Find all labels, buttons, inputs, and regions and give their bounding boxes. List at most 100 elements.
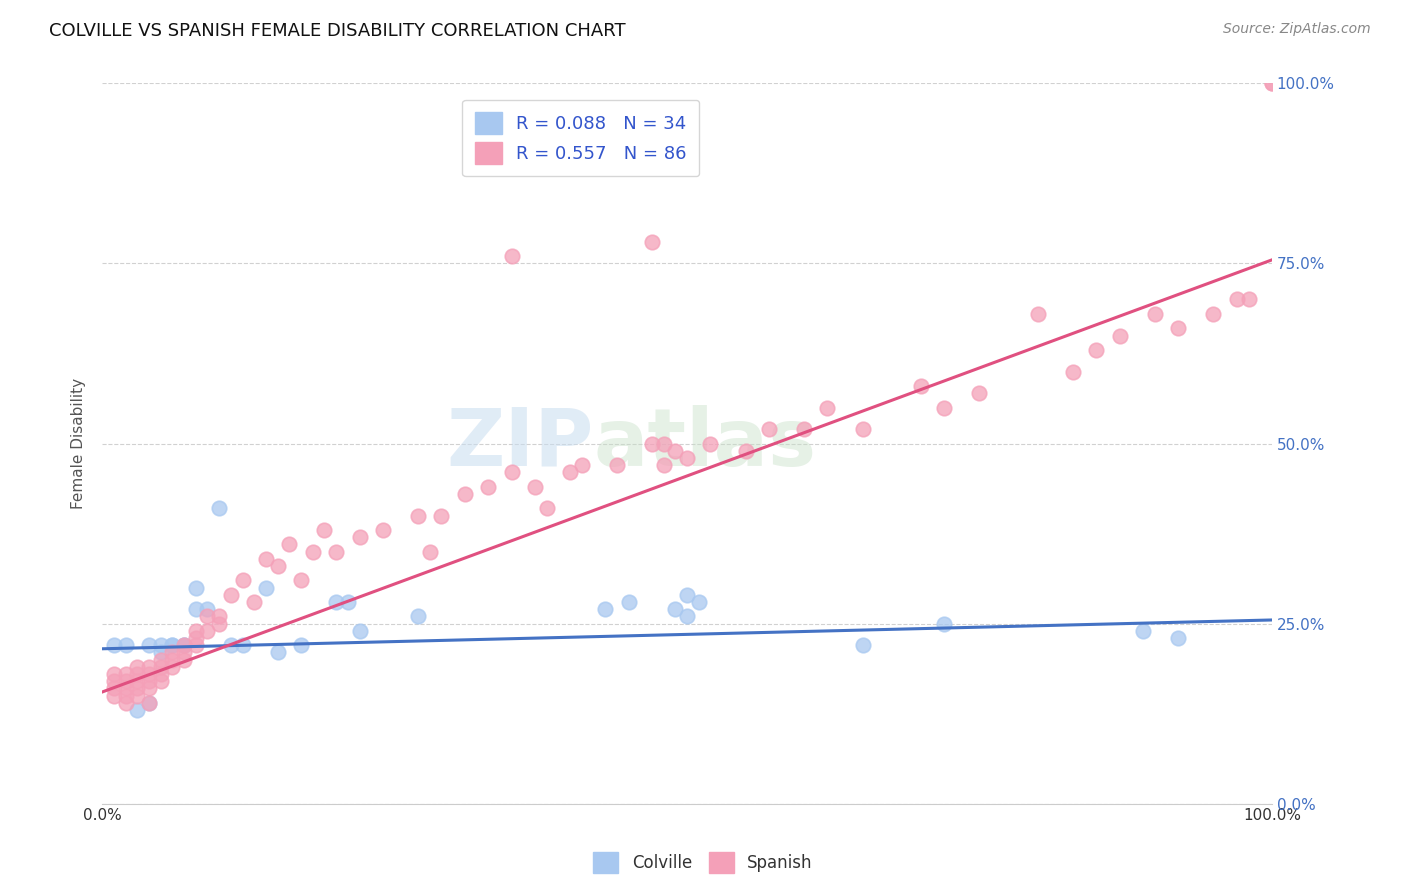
Point (197, 624, 219, 638)
Point (301, 544, 323, 558)
Point (290, 574, 312, 588)
Point (103, 638, 125, 652)
Point (103, 681, 125, 696)
Point (103, 667, 125, 681)
Point (524, 480, 547, 494)
Point (1237, 293, 1260, 307)
Point (162, 660, 184, 674)
Point (430, 508, 453, 523)
Point (758, 422, 780, 436)
Point (103, 689, 125, 703)
Point (219, 638, 242, 652)
Point (208, 501, 231, 516)
Point (197, 609, 219, 624)
Point (184, 631, 207, 645)
Point (558, 466, 581, 480)
Point (1261, 77, 1284, 91)
Text: COLVILLE VS SPANISH FEMALE DISABILITY CORRELATION CHART: COLVILLE VS SPANISH FEMALE DISABILITY CO… (49, 22, 626, 40)
Point (114, 689, 136, 703)
Point (290, 638, 312, 652)
Point (184, 602, 207, 616)
Point (501, 466, 523, 480)
Point (1261, 77, 1284, 91)
Point (676, 588, 699, 602)
Point (173, 638, 195, 652)
Point (664, 443, 686, 458)
Point (815, 401, 838, 415)
Point (162, 638, 184, 652)
Point (336, 595, 359, 609)
Point (278, 537, 301, 551)
Point (266, 558, 288, 573)
Point (641, 436, 664, 450)
Point (138, 696, 160, 710)
Point (149, 638, 172, 652)
Point (243, 595, 266, 609)
Point (325, 544, 347, 558)
Point (1026, 307, 1049, 321)
Point (734, 443, 756, 458)
Point (184, 638, 207, 652)
Point (1143, 307, 1166, 321)
Point (254, 551, 277, 566)
Point (114, 638, 136, 652)
Point (1062, 364, 1084, 378)
Point (127, 660, 149, 674)
Legend: R = 0.088   N = 34, R = 0.557   N = 86: R = 0.088 N = 34, R = 0.557 N = 86 (463, 100, 699, 177)
Point (371, 523, 394, 537)
Point (208, 609, 231, 624)
Point (664, 602, 686, 616)
Point (114, 696, 136, 710)
Point (184, 624, 207, 638)
Point (127, 689, 149, 703)
Point (162, 652, 184, 666)
Point (688, 595, 710, 609)
Point (149, 674, 172, 689)
Legend: Colville, Spanish: Colville, Spanish (586, 846, 820, 880)
Point (127, 681, 149, 696)
Point (536, 501, 558, 516)
Point (676, 609, 699, 624)
Point (232, 574, 254, 588)
Point (162, 638, 184, 652)
Point (173, 645, 195, 659)
Point (197, 602, 219, 616)
Point (969, 386, 991, 401)
Point (184, 581, 207, 595)
Point (851, 422, 873, 436)
Point (162, 645, 184, 659)
Point (1167, 321, 1189, 335)
Point (606, 458, 628, 472)
Point (138, 667, 160, 681)
Point (593, 602, 616, 616)
Point (138, 681, 160, 696)
Point (1132, 624, 1154, 638)
Point (127, 674, 149, 689)
Point (641, 235, 664, 249)
Point (149, 652, 172, 666)
Point (934, 401, 956, 415)
Point (652, 458, 675, 472)
Point (219, 588, 242, 602)
Text: atlas: atlas (593, 405, 817, 483)
Point (419, 544, 441, 558)
Point (208, 616, 231, 631)
Point (1085, 343, 1108, 357)
Point (325, 595, 347, 609)
Point (114, 681, 136, 696)
Point (103, 674, 125, 689)
Point (454, 487, 477, 501)
Point (138, 638, 160, 652)
Point (127, 667, 149, 681)
Point (934, 616, 956, 631)
Text: Source: ZipAtlas.com: Source: ZipAtlas.com (1223, 22, 1371, 37)
Point (149, 645, 172, 659)
Point (477, 480, 499, 494)
Point (266, 645, 288, 659)
Point (793, 422, 815, 436)
Point (406, 609, 429, 624)
Point (138, 696, 160, 710)
Point (138, 660, 160, 674)
Point (676, 450, 699, 465)
Point (349, 530, 371, 544)
